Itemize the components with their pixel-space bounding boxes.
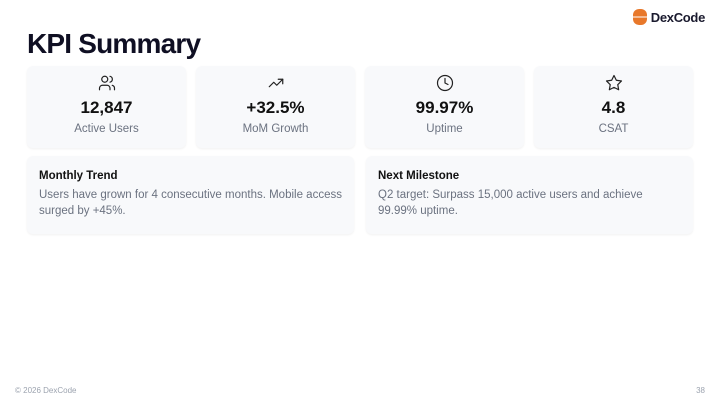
kpi-label: MoM Growth (242, 123, 309, 135)
note-title: Monthly Trend (39, 170, 118, 182)
kpi-label: CSAT (598, 123, 629, 135)
users-icon (98, 75, 115, 91)
kpi-label: Uptime (426, 123, 463, 135)
footer-copyright: © 2026 DexCode (15, 386, 77, 395)
kpi-value: +32.5% (246, 98, 305, 117)
trending-up-icon (268, 78, 283, 88)
kpi-card-csat: 4.8 CSAT (534, 66, 693, 148)
note-card-monthly-trend: Monthly Trend Users have grown for 4 con… (27, 156, 354, 234)
star-icon (605, 74, 622, 91)
page-title: KPI Summary (27, 28, 201, 59)
kpi-value: 99.97% (415, 98, 474, 117)
logo-mark-icon (630, 9, 649, 25)
kpi-card-uptime: 99.97% Uptime (365, 66, 524, 148)
kpi-label: Active Users (74, 123, 139, 135)
kpi-card-mom-growth: +32.5% MoM Growth (196, 66, 355, 148)
kpi-row: 12,847 Active Users +32.5% MoM Growth 99… (27, 66, 693, 148)
note-body: Q2 target: Surpass 15,000 active users a… (378, 189, 643, 217)
kpi-card-active-users: 12,847 Active Users (27, 66, 186, 148)
notes-row: Monthly Trend Users have grown for 4 con… (27, 156, 693, 234)
kpi-value: 4.8 (601, 98, 626, 117)
page-number: 38 (696, 386, 705, 395)
note-title: Next Milestone (378, 170, 460, 182)
note-body: Users have grown for 4 consecutive month… (39, 189, 342, 217)
clock-icon (436, 74, 453, 92)
note-card-next-milestone: Next Milestone Q2 target: Surpass 15,000… (366, 156, 693, 234)
brand-name: DexCode (650, 9, 706, 25)
brand-logo: DexCode (630, 9, 706, 25)
kpi-value: 12,847 (80, 98, 133, 117)
